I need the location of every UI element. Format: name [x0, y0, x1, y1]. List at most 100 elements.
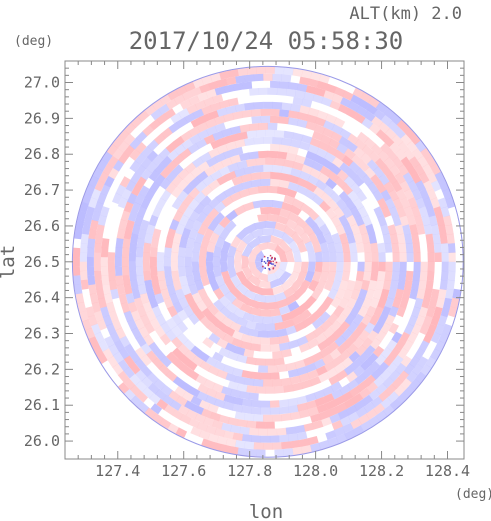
- reflectivity-cell: [94, 331, 105, 344]
- reflectivity-cell: [77, 210, 87, 222]
- reflectivity-cell: [355, 167, 367, 180]
- reflectivity-cell: [262, 379, 273, 387]
- reflectivity-cell: [201, 408, 213, 419]
- y-tick-label: 26.9: [24, 109, 60, 127]
- reflectivity-cell: [218, 295, 231, 308]
- reflectivity-cell: [269, 435, 280, 443]
- reflectivity-cell: [296, 431, 308, 441]
- reflectivity-cell: [208, 314, 220, 327]
- reflectivity-cell: [305, 121, 317, 131]
- reflectivity-cell: [336, 261, 344, 272]
- reflectivity-cell: [192, 78, 204, 89]
- reflectivity-cell: [359, 387, 371, 399]
- reflectivity-cell: [409, 355, 421, 368]
- reflectivity-cell: [385, 261, 393, 272]
- reflectivity-cell: [298, 372, 310, 383]
- reflectivity-cell: [205, 387, 218, 398]
- reflectivity-cell: [223, 84, 235, 94]
- reflectivity-cell: [158, 103, 170, 115]
- reflectivity-cell: [175, 288, 186, 300]
- reflectivity-cell: [170, 261, 179, 272]
- reflectivity-cell: [357, 131, 369, 144]
- reflectivity-cell: [319, 347, 332, 358]
- reflectivity-cell: [141, 376, 153, 389]
- reflectivity-cell: [384, 314, 396, 326]
- reflectivity-cell: [366, 103, 378, 115]
- reflectivity-cell: [320, 416, 333, 427]
- reflectivity-cell: [184, 81, 196, 92]
- reflectivity-cell: [104, 293, 113, 304]
- reflectivity-cell: [106, 323, 117, 335]
- reflectivity-cell: [250, 336, 261, 345]
- reflectivity-cell: [130, 279, 139, 291]
- reflectivity-cell: [247, 251, 257, 262]
- reflectivity-cell: [331, 156, 344, 169]
- reflectivity-cell: [273, 261, 281, 269]
- reflectivity-cell: [337, 103, 350, 115]
- reflectivity-cell: [227, 380, 239, 391]
- reflectivity-cell: [361, 144, 374, 157]
- reflectivity-cell: [101, 275, 110, 286]
- reflectivity-cell: [392, 261, 400, 272]
- reflectivity-cell: [363, 401, 376, 413]
- reflectivity-cell: [85, 306, 95, 318]
- reflectivity-cell: [171, 325, 183, 338]
- reflectivity-cell: [274, 449, 285, 457]
- reflectivity-cell: [403, 148, 415, 161]
- reflectivity-cell: [378, 122, 390, 134]
- reflectivity-cell: [382, 404, 395, 416]
- reflectivity-cell: [214, 328, 227, 340]
- reflectivity-cell: [194, 191, 206, 204]
- reflectivity-cell: [188, 386, 201, 398]
- reflectivity-cell: [199, 83, 211, 94]
- reflectivity-cell: [403, 188, 415, 201]
- reflectivity-cell: [154, 292, 165, 305]
- reflectivity-cell: [358, 99, 370, 110]
- reflectivity-cell: [368, 151, 381, 163]
- reflectivity-cell: [135, 176, 147, 189]
- reflectivity-cell: [207, 110, 219, 120]
- reflectivity-cell: [311, 223, 323, 236]
- reflectivity-cell: [274, 321, 286, 331]
- reflectivity-cell: [257, 185, 268, 194]
- reflectivity-cell: [219, 443, 230, 453]
- center-speckle: [263, 260, 266, 263]
- reflectivity-cell: [348, 411, 360, 423]
- reflectivity-cell: [88, 284, 97, 295]
- reflectivity-cell: [252, 200, 264, 209]
- reflectivity-cell: [106, 144, 118, 156]
- reflectivity-cell: [374, 354, 387, 366]
- reflectivity-cell: [232, 432, 243, 441]
- reflectivity-cell: [341, 183, 353, 196]
- reflectivity-cell: [392, 215, 402, 227]
- reflectivity-cell: [194, 413, 206, 424]
- reflectivity-cell: [426, 306, 436, 318]
- reflectivity-cell: [184, 349, 197, 362]
- reflectivity-cell: [281, 137, 292, 146]
- reflectivity-cell: [281, 165, 293, 175]
- reflectivity-cell: [334, 242, 344, 253]
- reflectivity-cell: [227, 245, 237, 258]
- reflectivity-cell: [382, 135, 395, 148]
- reflectivity-cell: [269, 337, 281, 345]
- reflectivity-cell: [318, 372, 330, 383]
- reflectivity-cell: [194, 232, 205, 244]
- reflectivity-cell: [267, 241, 278, 251]
- reflectivity-cell: [279, 208, 291, 219]
- reflectivity-cell: [391, 270, 400, 281]
- reflectivity-cell: [223, 394, 235, 404]
- reflectivity-cell: [306, 114, 318, 124]
- reflectivity-cell: [434, 340, 445, 352]
- reflectivity-cell: [188, 210, 200, 223]
- reflectivity-cell: [125, 180, 137, 192]
- reflectivity-cell: [292, 382, 304, 392]
- reflectivity-cell: [397, 347, 409, 360]
- reflectivity-cell: [365, 288, 375, 300]
- reflectivity-cell: [356, 105, 368, 117]
- reflectivity-cell: [242, 81, 253, 90]
- y-axis: 26.026.126.226.326.426.526.626.726.826.9…: [24, 67, 464, 450]
- reflectivity-cell: [323, 120, 335, 131]
- reflectivity-cell: [387, 120, 400, 133]
- reflectivity-cell: [156, 261, 165, 272]
- reflectivity-cell: [243, 377, 255, 386]
